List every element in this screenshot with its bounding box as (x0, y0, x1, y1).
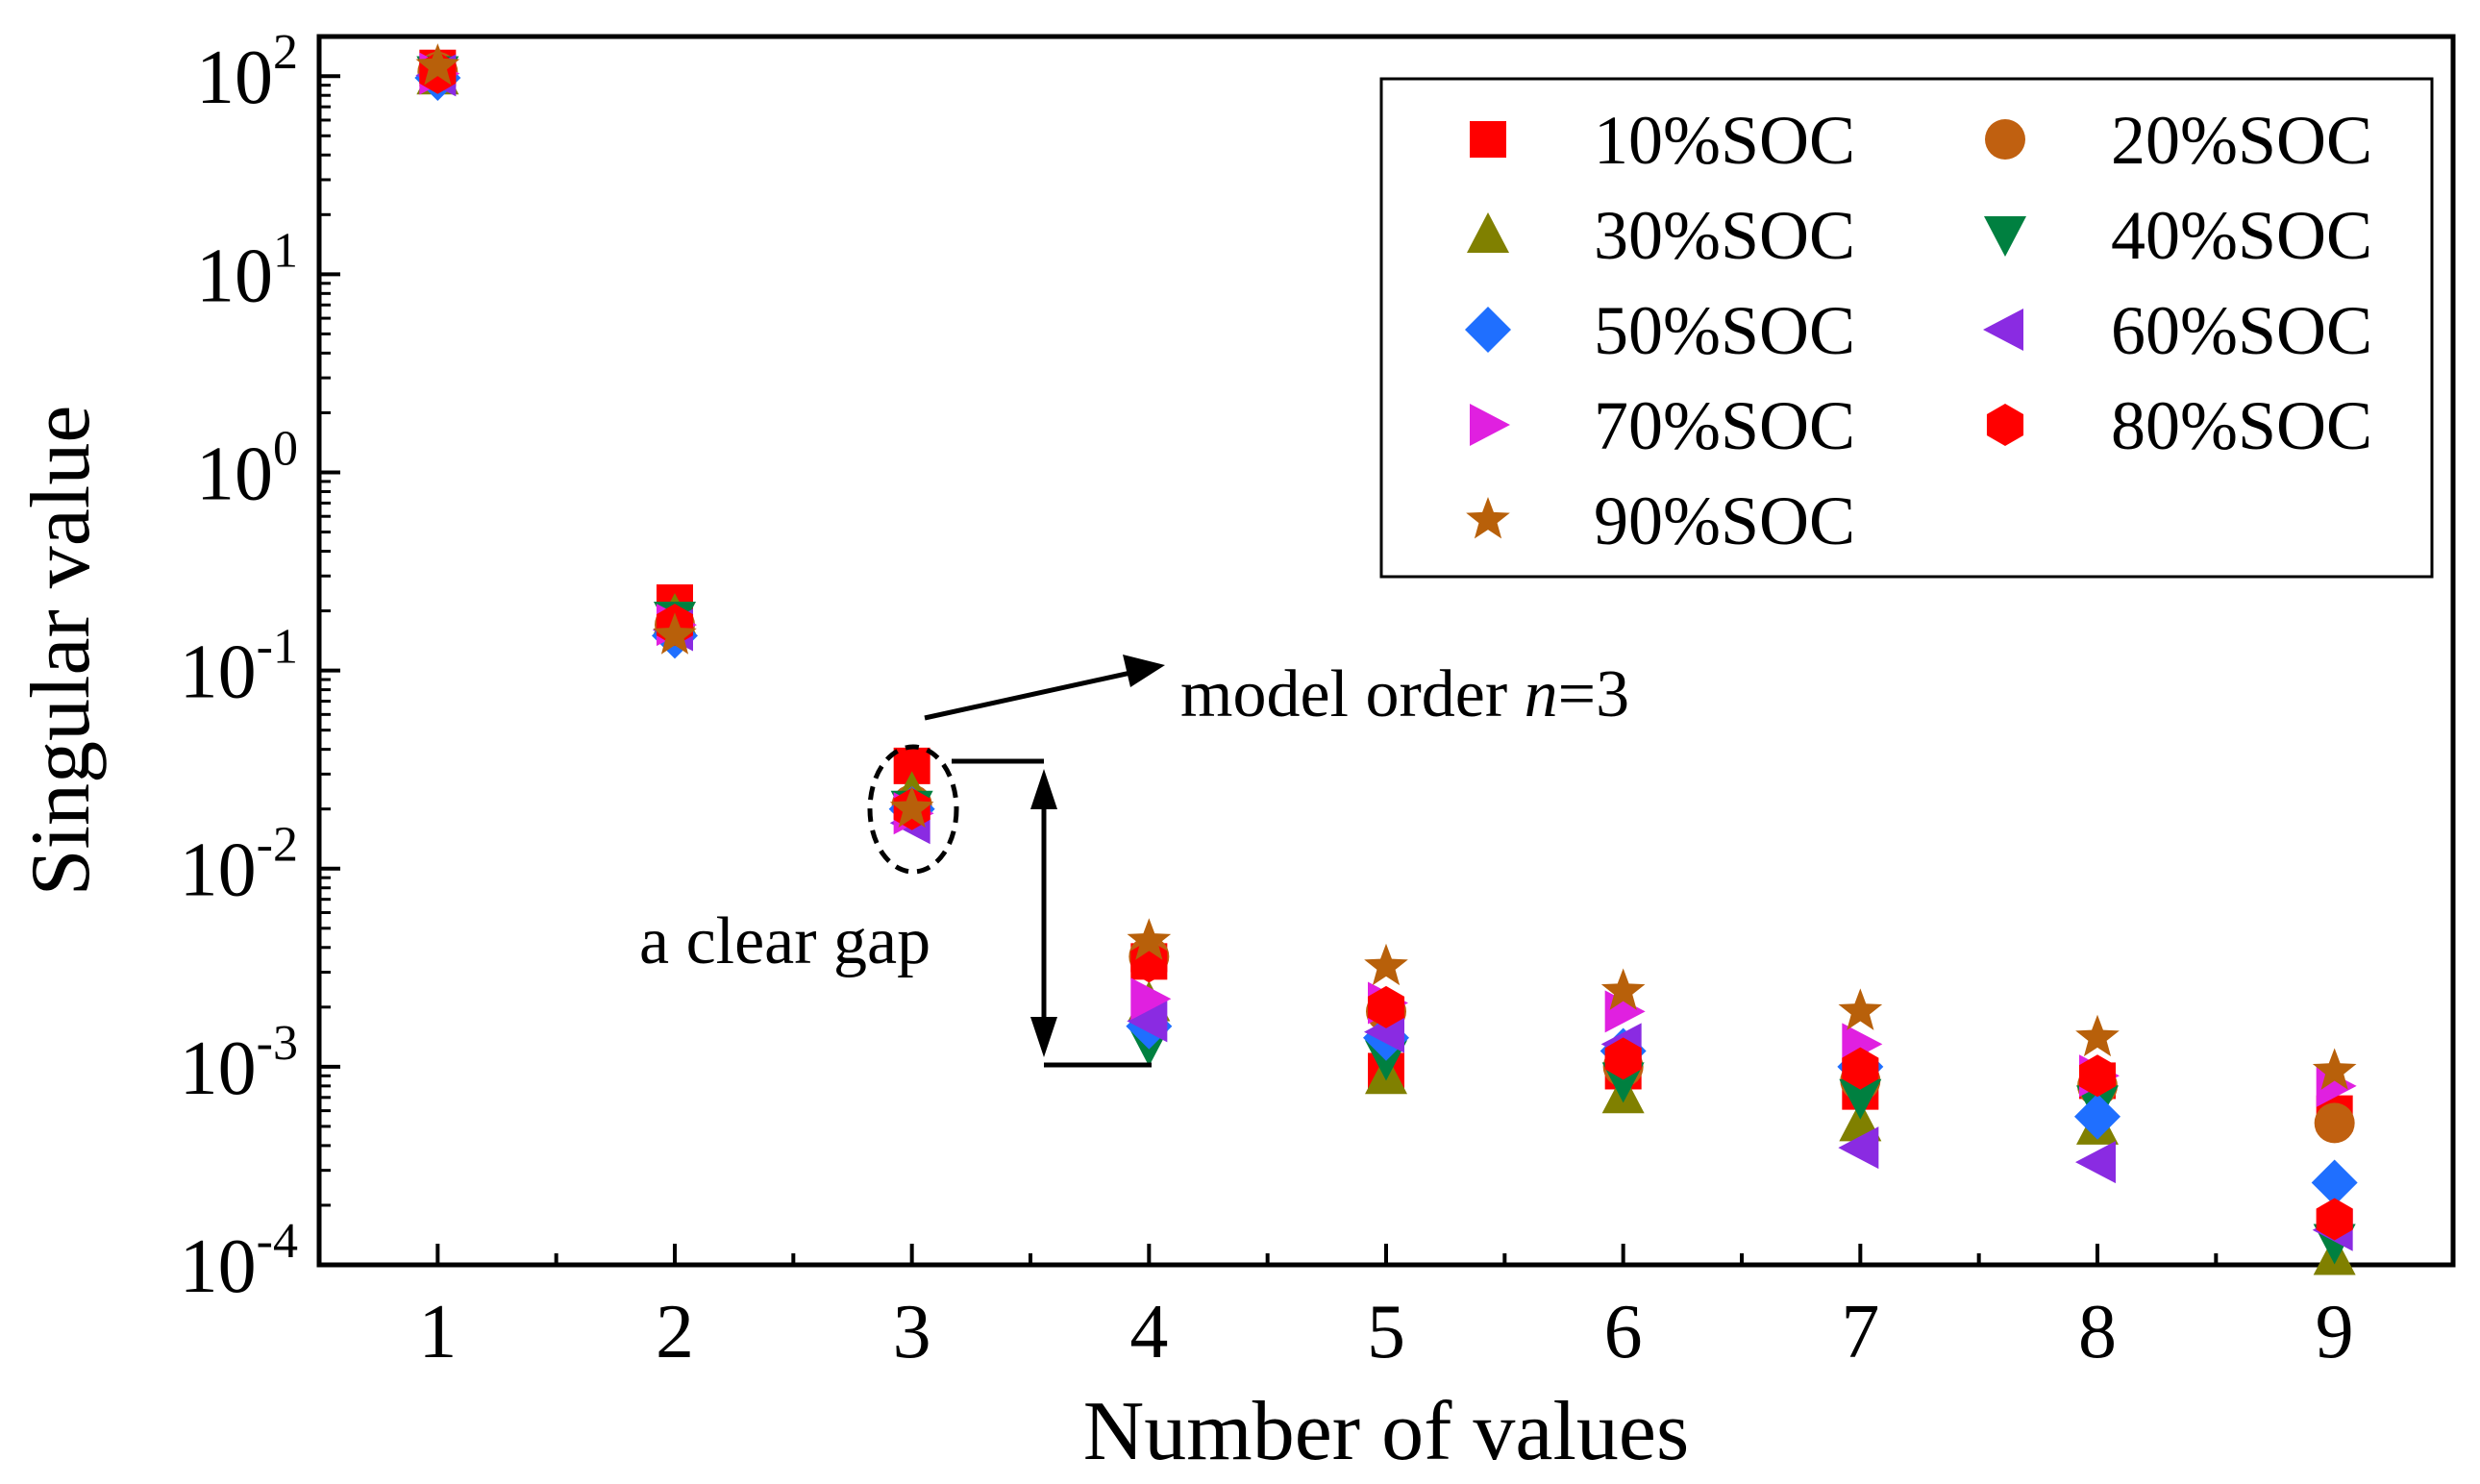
legend-marker-triangle-up (1467, 212, 1509, 253)
legend-marker-square (1470, 121, 1506, 158)
model-order-label: model order n=3 (1180, 657, 1629, 731)
data-point-star (415, 43, 460, 86)
data-point-triangle-left (2075, 1141, 2116, 1184)
x-tick-label: 2 (656, 1290, 694, 1374)
gap-arrowhead-up (1030, 769, 1057, 809)
x-tick-label: 8 (2078, 1290, 2117, 1374)
y-tick-label: 100 (196, 421, 298, 516)
y-tick-label: 10-1 (180, 620, 298, 715)
gap-arrowhead-down (1030, 1017, 1057, 1057)
data-point-triangle-down (1839, 1078, 1882, 1120)
y-tick-label: 10-2 (180, 818, 298, 913)
data-point-hexagon (1604, 1037, 1642, 1080)
legend-marker-triangle-left (1983, 309, 2023, 351)
legend-label: 80%SOC (2111, 387, 2372, 464)
data-point-star (653, 612, 697, 655)
data-point-star (2312, 1048, 2357, 1090)
data-point-star (1600, 968, 1646, 1010)
data-point-hexagon (1367, 985, 1405, 1028)
y-tick-label: 10-3 (180, 1016, 298, 1111)
x-tick-label: 5 (1367, 1290, 1405, 1374)
legend-label: 90%SOC (1594, 482, 1855, 559)
data-markers (414, 43, 2358, 1275)
data-point-hexagon (1842, 1047, 1879, 1090)
x-axis-title: Number of values (1083, 1385, 1689, 1478)
x-tick-label: 9 (2316, 1290, 2354, 1374)
data-point-diamond (2074, 1093, 2120, 1140)
x-axis-ticks: 1 2 3 4 5 6 7 8 9 (418, 1244, 2354, 1374)
legend-frame (1379, 77, 2434, 579)
data-point-circle (2314, 1102, 2355, 1144)
x-tick-label: 1 (418, 1290, 457, 1374)
data-point-triangle-left (1127, 1000, 1168, 1043)
data-point-triangle-right (1130, 977, 1172, 1021)
legend-label: 40%SOC (2111, 197, 2372, 274)
legend-label: 30%SOC (1594, 197, 1855, 274)
legend-label: 50%SOC (1594, 292, 1855, 369)
legend-label: 60%SOC (2111, 292, 2372, 369)
model-order-arrowhead (1123, 655, 1165, 687)
legend-label: 20%SOC (2111, 102, 2372, 179)
y-axis-ticks: 102 101 100 10-1 10-2 10-3 10-4 (180, 25, 340, 1309)
model-order-arrow (924, 667, 1145, 721)
legend-marker-triangle-down (1984, 216, 2026, 257)
x-tick-label: 4 (1129, 1290, 1168, 1374)
data-point-star (1364, 943, 1408, 986)
y-tick-label: 101 (196, 223, 298, 318)
data-point-triangle-left (1838, 1126, 1879, 1170)
data-point-diamond (2311, 1159, 2358, 1206)
series-90pct-soc (415, 43, 2357, 1090)
legend-marker-triangle-right (1470, 404, 1510, 446)
legend-marker-circle (1985, 119, 2025, 160)
x-tick-label: 7 (1841, 1290, 1879, 1374)
x-tick-label: 6 (1604, 1290, 1643, 1374)
gap-label: a clear gap (639, 904, 930, 978)
legend-marker-hexagon (1986, 404, 2024, 446)
legend-label: 10%SOC (1594, 102, 1855, 179)
legend-marker-star (1466, 497, 1510, 539)
y-axis-title: Singular value (14, 406, 108, 897)
legend: 10%SOC 20%SOC 30%SOC 40%SOC 50%SOC 60%SOC 70%S… (1379, 77, 2434, 579)
y-tick-label: 10-4 (180, 1214, 298, 1309)
data-point-hexagon (2316, 1198, 2353, 1241)
x-tick-label: 3 (893, 1290, 931, 1374)
legend-marker-diamond (1465, 307, 1511, 353)
data-point-star (1127, 918, 1172, 960)
legend-label: 70%SOC (1594, 387, 1855, 464)
data-point-star (889, 785, 934, 829)
data-point-hexagon (2078, 1054, 2117, 1098)
data-point-star (1838, 988, 1883, 1030)
model-order-highlight-ellipse (867, 744, 959, 875)
y-tick-label: 102 (196, 25, 298, 120)
data-point-star (2075, 1014, 2120, 1057)
